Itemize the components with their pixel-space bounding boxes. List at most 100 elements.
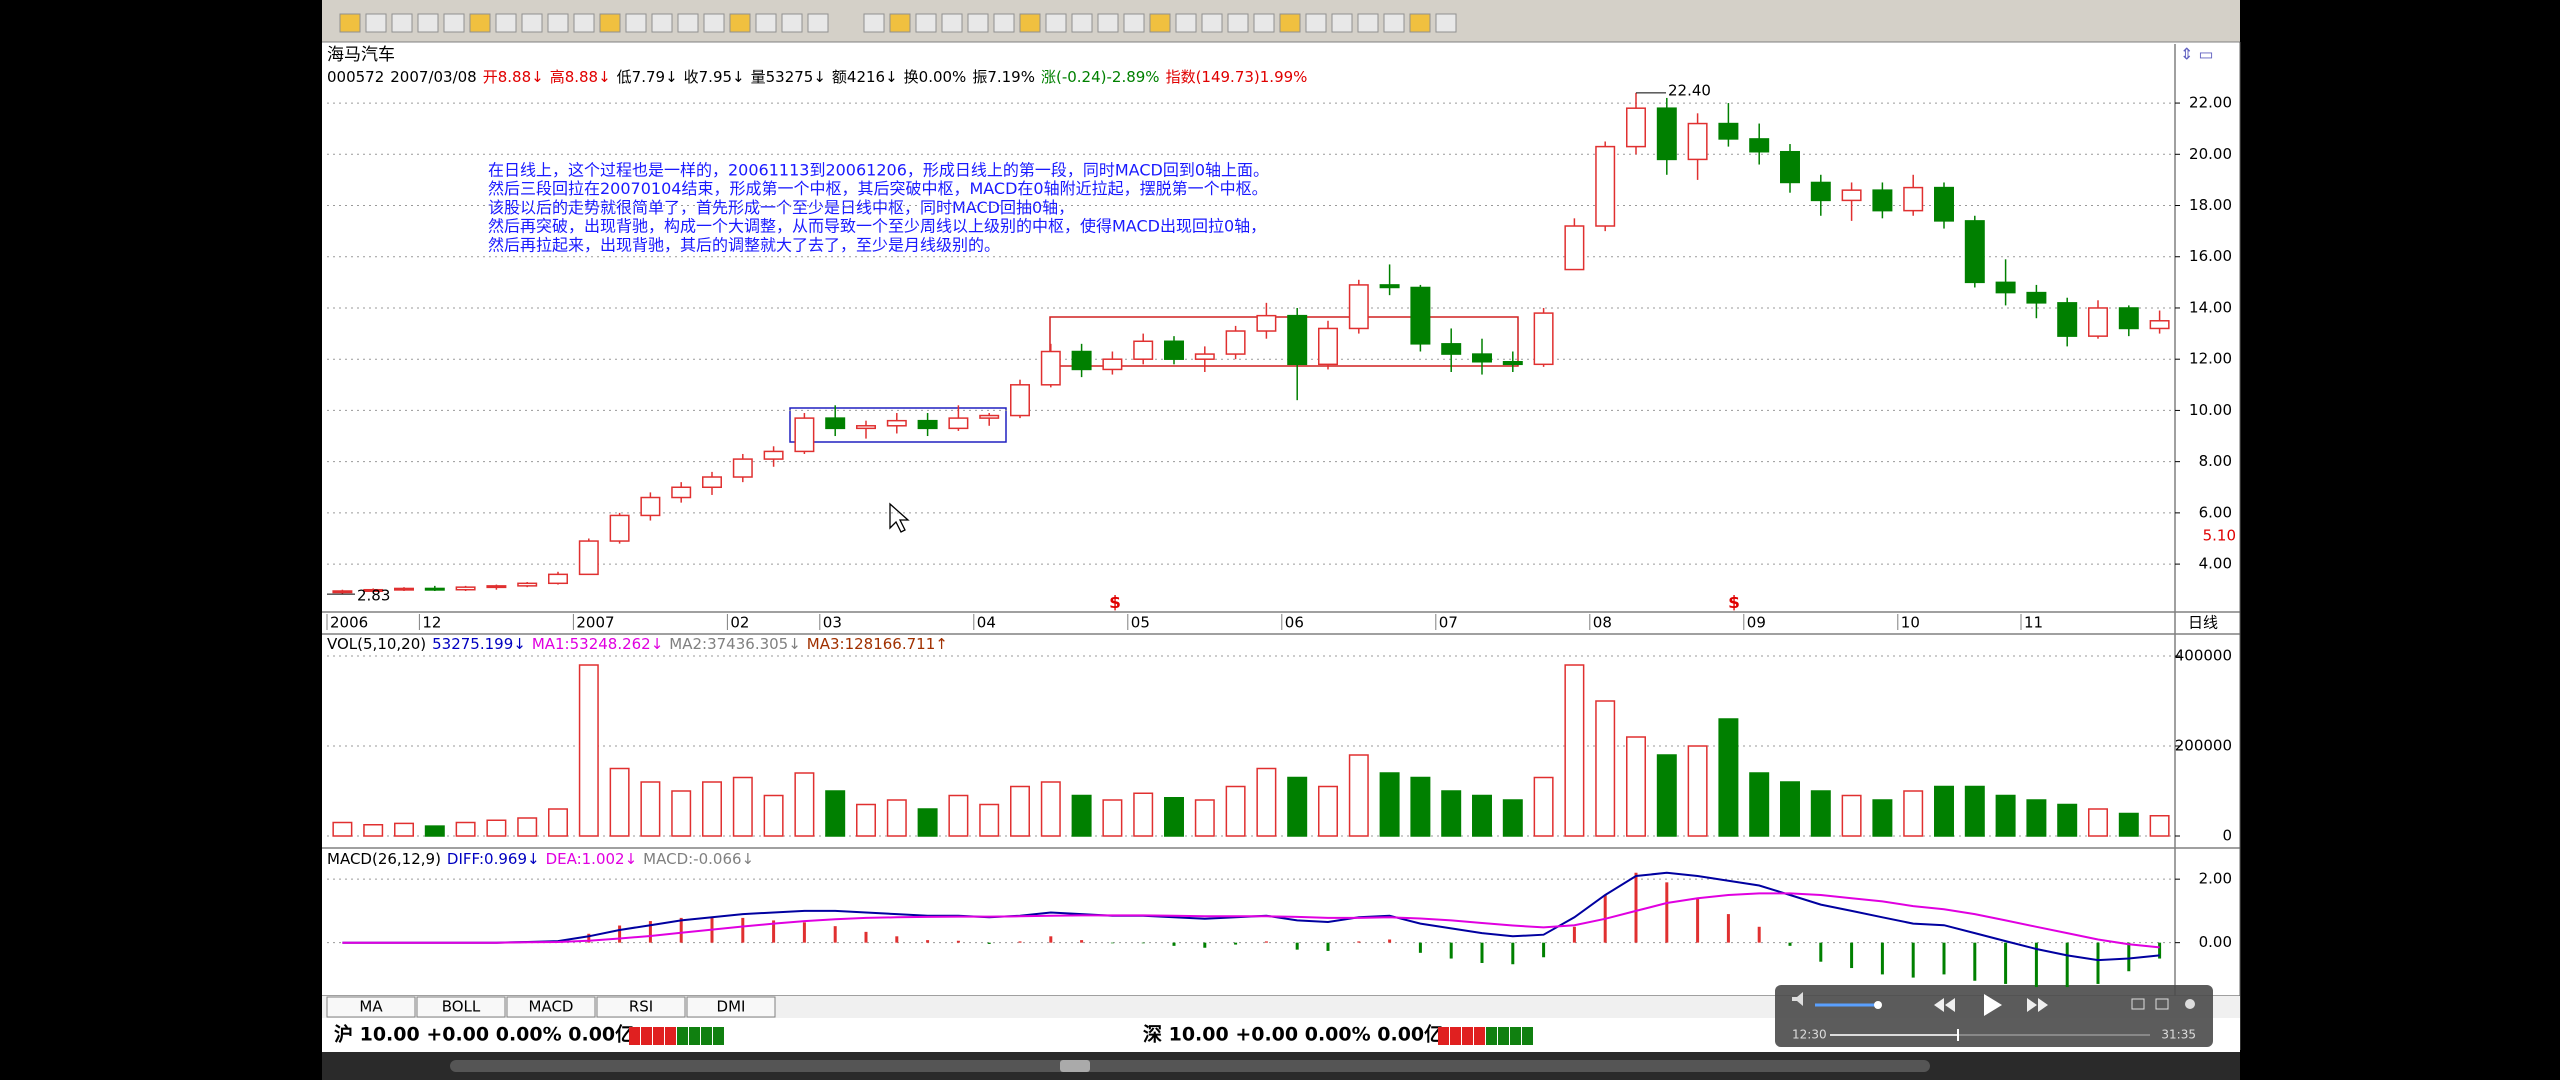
toolbar-button[interactable] [495,13,517,33]
volume-bar [1040,781,1061,837]
x-tick-label: 2007 [576,614,614,632]
candle-body [1841,189,1862,202]
toolbar-button[interactable] [1435,13,1457,33]
tab[interactable] [506,996,596,1018]
toolbar-button[interactable] [599,13,621,33]
toolbar-button[interactable] [915,13,937,33]
status-meter [701,1027,712,1045]
play-button[interactable] [1984,994,2002,1016]
toolbar-button[interactable] [677,13,699,33]
header-item: VOL(5,10,20) [327,635,426,653]
volume-bar [794,772,815,837]
panel-icons[interactable]: ⇕ ▭ [2180,45,2214,64]
toolbar-button[interactable] [1097,13,1119,33]
toolbar-button[interactable] [651,13,673,33]
toolbar-button[interactable] [1227,13,1249,33]
toolbar-button[interactable] [941,13,963,33]
scrollbar-thumb[interactable] [1060,1060,1090,1072]
toolbar-button[interactable] [863,13,885,33]
x-tick-label: 04 [977,614,996,632]
status-meter [713,1027,724,1045]
tab-label: MA [359,998,383,1016]
toolbar-button[interactable] [1019,13,1041,33]
volume-bar [1810,790,1831,837]
volume-bar [979,803,1000,837]
header-item: MA3:128166.711↑ [807,635,948,653]
y-tick-label: 12.00 [2189,350,2232,368]
volume-bar [1780,781,1800,837]
x-tick-label: 07 [1439,614,1458,632]
toolbar-button[interactable] [625,13,647,33]
rewind-button[interactable] [1934,998,1955,1012]
toolbar-button[interactable] [547,13,569,33]
candle-body [1318,327,1338,366]
toolbar-button[interactable] [993,13,1015,33]
tab[interactable] [686,996,776,1018]
toolbar-button[interactable] [1383,13,1405,33]
toolbar-button[interactable] [1149,13,1171,33]
toolbar-button[interactable] [967,13,989,33]
volume-bar [517,817,538,837]
volume-bar [1102,799,1123,837]
tab[interactable] [326,996,416,1018]
pip-button[interactable] [2131,998,2145,1010]
candle-body [1472,353,1492,363]
candle-body [948,417,969,430]
volume-icon[interactable] [1792,992,1803,1006]
toolbar-button[interactable] [703,13,725,33]
toolbar-button[interactable] [755,13,777,33]
candle-body [1872,189,1893,212]
header-item: 指数(149.73)1.99% [1166,68,1308,86]
toolbar-button[interactable] [1305,13,1327,33]
toolbar-button[interactable] [1331,13,1353,33]
toolbar-button[interactable] [729,13,751,33]
forward-button[interactable] [2027,998,2048,1012]
volume-bar [1287,776,1308,837]
candle-body [702,476,722,489]
toolbar-button[interactable] [1071,13,1093,33]
toolbar-button[interactable] [1279,13,1301,33]
toolbar-button[interactable] [469,13,491,33]
tab[interactable] [416,996,506,1018]
volume-bar [1964,785,1985,837]
volume-bar [2118,812,2139,837]
toolbar-button[interactable] [1409,13,1431,33]
volume-bar [1256,767,1277,837]
candle-body [1995,281,2016,294]
toolbar-button[interactable] [339,13,361,33]
toolbar-button[interactable] [365,13,387,33]
volume-bar [1533,776,1554,837]
header-item: MA2:37436.305↓ [669,635,800,653]
toolbar-button[interactable] [443,13,465,33]
volume-bar [1934,785,1954,837]
toolbar-button[interactable] [521,13,543,33]
candle-body [856,425,876,430]
candle-body [2057,302,2078,337]
toolbar-button[interactable] [1357,13,1379,33]
y-tick-label: 0 [2222,827,2232,845]
status-meter [1522,1027,1533,1045]
toolbar-button[interactable] [1253,13,1275,33]
toolbar-button[interactable] [417,13,439,33]
toolbar-button[interactable] [889,13,911,33]
status-meter [1474,1027,1485,1045]
toolbar-button[interactable] [1175,13,1197,33]
fullscreen-button[interactable] [2155,998,2169,1010]
toolbar-button[interactable] [391,13,413,33]
tab[interactable] [596,996,686,1018]
volume-bar [1687,745,1708,837]
header-item: 换0.00% [904,68,967,86]
toolbar-button[interactable] [573,13,595,33]
header-item: DEA:1.002↓ [546,850,638,868]
settings-button[interactable] [2185,999,2195,1009]
toolbar-button[interactable] [807,13,829,33]
annotation-text: 然后再拉起来，出现背驰，其后的调整就大了去了，至少是月线级别的。 [488,235,1000,254]
toolbar-button[interactable] [781,13,803,33]
y-tick-label: 10.00 [2189,401,2232,419]
toolbar-button[interactable] [1201,13,1223,33]
toolbar-button[interactable] [1045,13,1067,33]
volume-knob[interactable] [1874,1001,1882,1009]
volume-bar [640,781,661,837]
volume-bar [856,803,876,837]
toolbar-button[interactable] [1123,13,1145,33]
